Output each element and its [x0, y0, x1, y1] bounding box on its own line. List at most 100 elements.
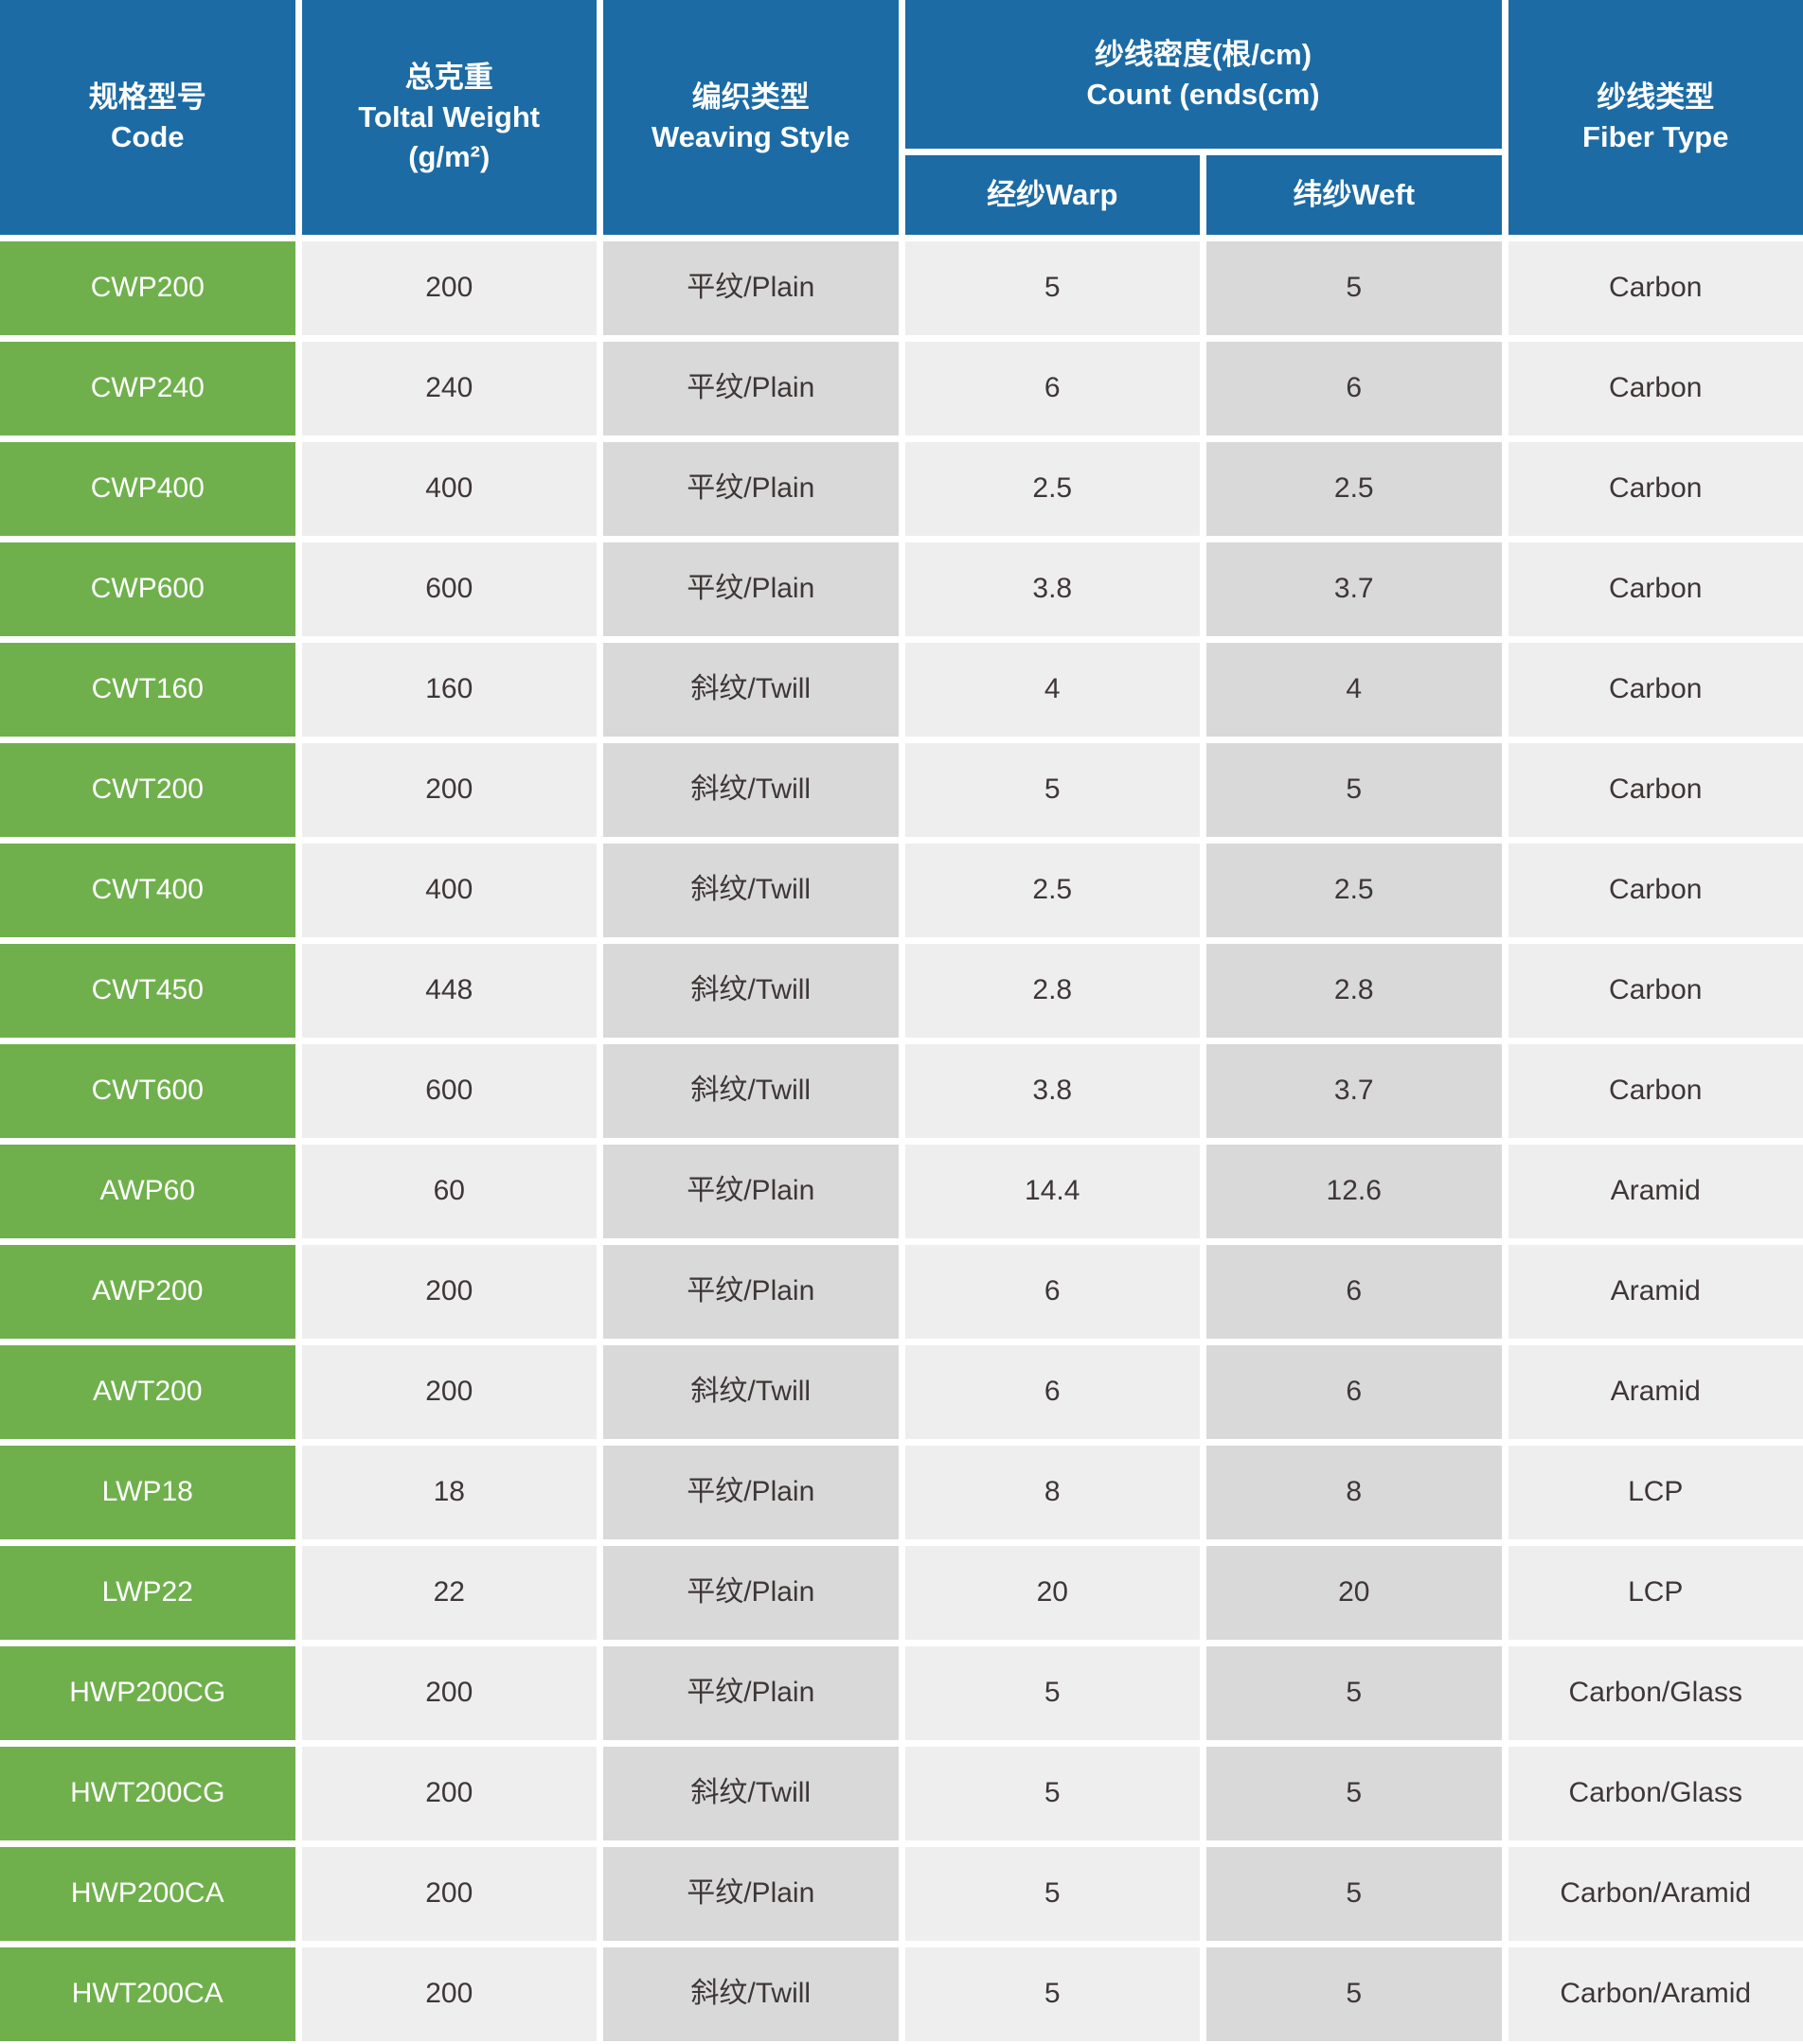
- cell-warp: 8: [904, 1446, 1200, 1539]
- cell-weight: 200: [301, 1847, 597, 1941]
- cell-code: CWP240: [0, 342, 295, 435]
- cell-code: CWT400: [0, 844, 295, 937]
- cell-warp: 2.8: [904, 944, 1200, 1038]
- cell-weight: 600: [301, 1044, 597, 1138]
- cell-weft: 5: [1206, 743, 1502, 837]
- header-weight-unit: (g/m²): [408, 139, 491, 173]
- cell-weight: 200: [301, 1245, 597, 1339]
- header-weight-zh: 总克重: [404, 61, 493, 95]
- cell-weight: 448: [301, 944, 597, 1038]
- cell-warp: 14.4: [904, 1145, 1200, 1238]
- cell-fiber: Carbon: [1508, 442, 1803, 536]
- cell-weaving: 平纹/Plain: [603, 1446, 899, 1539]
- cell-code: AWT200: [0, 1345, 295, 1439]
- cell-warp: 5: [904, 1947, 1200, 2041]
- cell-fiber: Carbon: [1508, 542, 1803, 636]
- cell-weaving: 斜纹/Twill: [603, 1044, 899, 1138]
- header-weight-en: Toltal Weight: [358, 100, 541, 134]
- header-weaving-en: Weaving Style: [651, 120, 850, 153]
- cell-weight: 600: [301, 542, 597, 636]
- cell-fiber: Aramid: [1508, 1345, 1803, 1439]
- cell-weight: 200: [301, 1646, 597, 1740]
- header-count-zh: 纱线密度(根/cm): [1094, 37, 1312, 71]
- header-fiber-en: Fiber Type: [1582, 120, 1729, 153]
- header-weight-cell: 总克重 Toltal Weight (g/m²): [301, 0, 597, 235]
- cell-weaving: 斜纹/Twill: [603, 1747, 899, 1840]
- cell-weft: 3.7: [1206, 542, 1502, 636]
- cell-weft: 3.7: [1206, 1044, 1502, 1138]
- cell-weaving: 斜纹/Twill: [603, 743, 899, 837]
- cell-weight: 200: [301, 1947, 597, 2041]
- cell-fiber: Aramid: [1508, 1245, 1803, 1339]
- cell-weaving: 斜纹/Twill: [603, 643, 899, 737]
- cell-weft: 20: [1206, 1546, 1502, 1640]
- cell-weight: 200: [301, 743, 597, 837]
- cell-code: LWP22: [0, 1546, 295, 1640]
- cell-weft: 8: [1206, 1446, 1502, 1539]
- cell-fiber: Carbon/Glass: [1508, 1646, 1803, 1740]
- cell-weight: 60: [301, 1145, 597, 1238]
- header-code-cell: 规格型号 Code: [0, 0, 295, 235]
- cell-warp: 3.8: [904, 542, 1200, 636]
- cell-weft: 2.5: [1206, 442, 1502, 536]
- cell-weight: 400: [301, 442, 597, 536]
- cell-fiber: Carbon: [1508, 743, 1803, 837]
- cell-warp: 2.5: [904, 844, 1200, 937]
- cell-fiber: Carbon/Glass: [1508, 1747, 1803, 1840]
- cell-code: AWP200: [0, 1245, 295, 1339]
- cell-code: CWT450: [0, 944, 295, 1038]
- cell-warp: 3.8: [904, 1044, 1200, 1138]
- cell-weaving: 平纹/Plain: [603, 442, 899, 536]
- cell-fiber: Carbon: [1508, 844, 1803, 937]
- cell-code: HWT200CG: [0, 1747, 295, 1840]
- cell-weight: 18: [301, 1446, 597, 1539]
- cell-weft: 2.8: [1206, 944, 1502, 1038]
- cell-fiber: Carbon: [1508, 1044, 1803, 1138]
- cell-warp: 5: [904, 1847, 1200, 1941]
- cell-code: HWP200CG: [0, 1646, 295, 1740]
- header-warp-subcell: 经纱Warp: [904, 155, 1200, 235]
- cell-fiber: LCP: [1508, 1546, 1803, 1640]
- cell-code: CWP600: [0, 542, 295, 636]
- cell-warp: 5: [904, 1747, 1200, 1840]
- cell-warp: 20: [904, 1546, 1200, 1640]
- header-weaving-cell: 编织类型 Weaving Style: [603, 0, 899, 235]
- cell-code: HWP200CA: [0, 1847, 295, 1941]
- cell-warp: 5: [904, 241, 1200, 335]
- cell-weft: 2.5: [1206, 844, 1502, 937]
- cell-weight: 400: [301, 844, 597, 937]
- cell-fiber: Carbon/Aramid: [1508, 1947, 1803, 2041]
- cell-warp: 5: [904, 1646, 1200, 1740]
- cell-weft: 5: [1206, 1847, 1502, 1941]
- cell-fiber: Carbon: [1508, 241, 1803, 335]
- header-code-zh: 规格型号: [88, 80, 206, 115]
- cell-code: CWT600: [0, 1044, 295, 1138]
- cell-weft: 4: [1206, 643, 1502, 737]
- cell-weaving: 平纹/Plain: [603, 241, 899, 335]
- cell-code: AWP60: [0, 1145, 295, 1238]
- cell-weaving: 斜纹/Twill: [603, 844, 899, 937]
- cell-fiber: LCP: [1508, 1446, 1803, 1539]
- cell-weaving: 平纹/Plain: [603, 1646, 899, 1740]
- cell-fiber: Aramid: [1508, 1145, 1803, 1238]
- cell-weft: 5: [1206, 1947, 1502, 2041]
- cell-weight: 240: [301, 342, 597, 435]
- cell-fiber: Carbon: [1508, 643, 1803, 737]
- cell-weaving: 平纹/Plain: [603, 1847, 899, 1941]
- cell-fiber: Carbon: [1508, 944, 1803, 1038]
- cell-code: CWT200: [0, 743, 295, 837]
- cell-weight: 160: [301, 643, 597, 737]
- cell-weaving: 平纹/Plain: [603, 342, 899, 435]
- cell-weft: 6: [1206, 1245, 1502, 1339]
- cell-code: LWP18: [0, 1446, 295, 1539]
- cell-weaving: 平纹/Plain: [603, 1245, 899, 1339]
- cell-weft: 5: [1206, 241, 1502, 335]
- cell-weight: 200: [301, 1345, 597, 1439]
- cell-fiber: Carbon: [1508, 342, 1803, 435]
- cell-weaving: 斜纹/Twill: [603, 1947, 899, 2041]
- header-code-en: Code: [111, 120, 185, 153]
- cell-code: HWT200CA: [0, 1947, 295, 2041]
- cell-weight: 200: [301, 1747, 597, 1840]
- cell-weaving: 平纹/Plain: [603, 1546, 899, 1640]
- cell-code: CWT160: [0, 643, 295, 737]
